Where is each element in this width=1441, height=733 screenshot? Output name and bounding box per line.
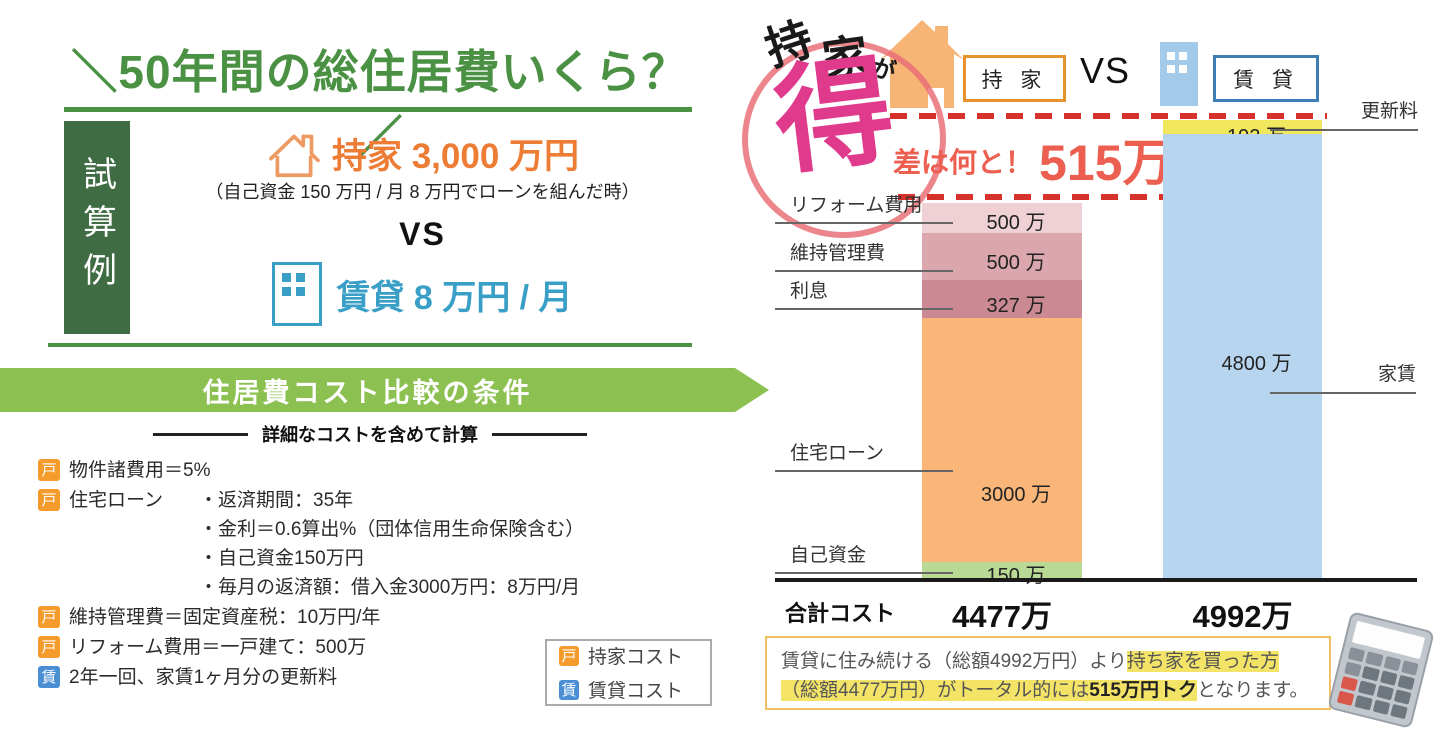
segment-value: 3000 万 [980, 484, 1052, 506]
building-solid-icon [1160, 42, 1198, 106]
owner-badge-icon: 戸 [38, 606, 60, 628]
difference-amount: 515万 [1039, 135, 1173, 191]
difference-prefix: 差は何と！ [893, 147, 1034, 178]
note-line-2: （総額4477万円）がトータル的には515万円トクとなります。 [781, 680, 1309, 701]
renter-stacked-bar: 192 万 4800 万 [1163, 120, 1322, 579]
owner-badge-icon: 戸 [38, 636, 60, 658]
category-label-self-funds: 自己資金 [775, 545, 953, 574]
note-highlight: （総額4477万円）がトータル的には [781, 680, 1090, 701]
segment-maintenance: 500 万 [922, 233, 1082, 280]
example-vs-label: VS [399, 216, 446, 252]
total-cost-label: 合計コスト [785, 601, 896, 626]
banner-arrow-tip [735, 368, 769, 412]
condition-item: 戸 リフォーム費用＝一戸建て：500万 [38, 633, 728, 662]
legend-renter-row: 賃 賃貸コスト [559, 676, 710, 703]
segment-rent: 4800 万 [1163, 134, 1322, 579]
divider-line-bottom [48, 343, 692, 347]
condition-details: ・返済期間：35年 ・金利＝0.6算出%（団体信用生命保険含む） ・自己資金15… [199, 486, 584, 602]
example-tag-label: 試算例 [77, 155, 116, 300]
building-outline-icon [272, 262, 323, 326]
legend-owner-row: 戸 持家コスト [559, 642, 710, 669]
segment-value: 500 万 [986, 212, 1046, 234]
house-outline-icon [269, 134, 320, 177]
page-title: ＼50年間の総住居費いくら？／ [71, 46, 689, 164]
total-renter-value: 4992万 [1192, 599, 1293, 634]
segment-value: 4800 万 [1221, 353, 1292, 375]
condition-label: 住宅ローン [69, 490, 164, 511]
conditions-banner: 住居費コスト比較の条件 [0, 368, 735, 412]
example-renter-price: 賃貸 8 万円 / 月 [336, 278, 573, 317]
condition-text: 維持管理費＝固定資産税：10万円/年 [69, 607, 381, 628]
condition-detail: ・自己資金150万円 [199, 548, 364, 569]
segment-value: 500 万 [986, 252, 1046, 274]
dash-left [153, 432, 248, 436]
category-label-maintenance: 維持管理費 [775, 243, 953, 272]
summary-note-box: 賃貸に住み続ける（総額4992万円）より持ち家を買った方 （総額4477万円）が… [765, 636, 1331, 710]
conditions-banner-title: 住居費コスト比較の条件 [202, 377, 533, 408]
legend-owner-label: 持家コスト [588, 647, 684, 668]
example-owner-row: 持家 3,000 万円 [150, 128, 695, 179]
conditions-list: 戸 物件諸費用＝5% 戸 住宅ローン ・返済期間：35年 ・金利＝0.6算出%（… [38, 456, 728, 693]
segment-value: 327 万 [986, 295, 1046, 317]
house-filled-icon [872, 16, 972, 121]
condition-detail: ・返済期間：35年 [199, 490, 354, 511]
owner-badge-icon: 戸 [38, 459, 60, 481]
dashed-line-top [890, 113, 1327, 119]
dash-right [492, 432, 587, 436]
owner-badge-icon: 戸 [559, 645, 579, 666]
example-owner-note: （自己資金 150 万円 / 月 8 万円でローンを組んだ時） [205, 182, 640, 202]
owner-stacked-bar: 500 万 500 万 327 万 3000 万 150 万 [922, 203, 1082, 587]
condition-text: リフォーム費用＝一戸建て：500万 [69, 637, 367, 658]
condition-item: 戸 物件諸費用＝5% [38, 456, 728, 485]
dashed-line-bottom [898, 194, 1327, 200]
total-owner-value: 4477万 [952, 599, 1052, 634]
banner-subcaption-text: 詳細なコストを含めて計算 [262, 425, 478, 445]
condition-item: 戸 維持管理費＝固定資産税：10万円/年 [38, 603, 728, 632]
banner-subcaption: 詳細なコストを含めて計算 [120, 421, 620, 447]
segment-loan: 3000 万 [922, 318, 1082, 562]
note-highlight: 持ち家を買った方 [1126, 651, 1279, 672]
condition-detail: ・金利＝0.6算出%（団体信用生命保険含む） [199, 519, 585, 540]
renter-label-box: 賃 貸 [1213, 55, 1319, 102]
category-label-loan: 住宅ローン [775, 443, 953, 472]
segment-interest: 327 万 [922, 280, 1082, 318]
example-tag: 試算例 [64, 121, 130, 334]
legend-renter-label: 賃貸コスト [588, 681, 684, 702]
owner-label-box: 持 家 [963, 55, 1066, 102]
condition-text: 2年一回、家賃1ヶ月分の更新料 [69, 667, 338, 688]
condition-text: 物件諸費用＝5% [69, 460, 211, 481]
note-line-1: 賃貸に住み続ける（総額4992万円）より持ち家を買った方 [781, 651, 1279, 672]
chart-baseline [775, 578, 1417, 582]
legend-box: 戸 持家コスト 賃 賃貸コスト [545, 639, 712, 706]
example-renter-row: 賃貸 8 万円 / 月 [150, 262, 695, 326]
renter-badge-icon: 賃 [38, 666, 60, 688]
category-label-rent: 家賃 [1270, 364, 1416, 394]
segment-reform: 500 万 [922, 203, 1082, 234]
category-label-reform: リフォーム費用 [775, 195, 953, 224]
condition-detail: ・毎月の返済額：借入金3000万円：8万円/月 [199, 577, 581, 598]
condition-item: 賃 2年一回、家賃1ヶ月分の更新料 [38, 663, 728, 692]
owner-badge-icon: 戸 [38, 489, 60, 511]
difference-callout: 差は何と！ 515万 [893, 138, 1172, 188]
renter-badge-icon: 賃 [559, 679, 579, 700]
stamp-char-toku: 得 [767, 44, 901, 190]
divider-line-top [64, 107, 692, 112]
note-highlight-bold: 515万円トク [1089, 680, 1197, 701]
vs-label: VS [1080, 50, 1131, 91]
category-label-interest: 利息 [775, 281, 953, 310]
calculator-icon [1327, 611, 1435, 729]
condition-item: 戸 住宅ローン ・返済期間：35年 ・金利＝0.6算出%（団体信用生命保険含む）… [38, 486, 728, 602]
category-label-renewal: 更新料 [1270, 101, 1418, 131]
example-owner-price: 持家 3,000 万円 [331, 137, 580, 176]
